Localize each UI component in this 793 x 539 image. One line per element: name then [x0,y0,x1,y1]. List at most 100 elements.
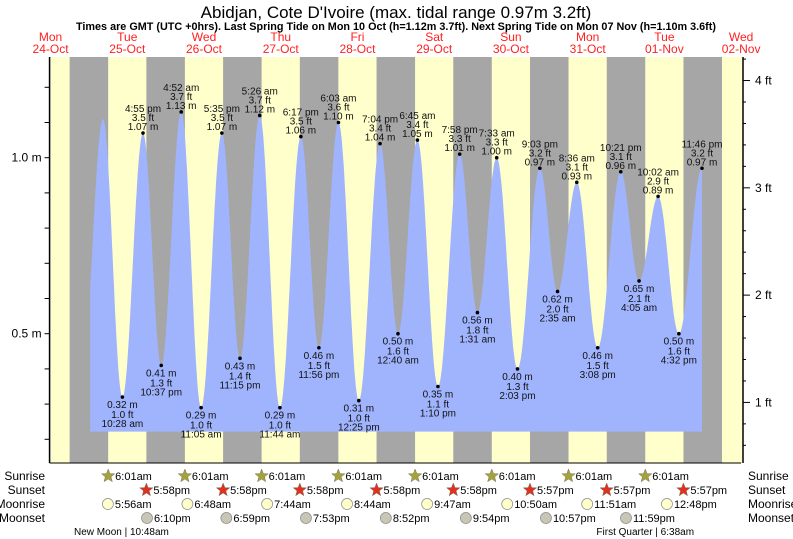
sunset-time: 5:58pm [384,485,421,497]
low-tide-label: 3:08 pm [580,370,616,381]
low-tide-label: 0.31 m [344,404,375,415]
high-tide-label: 0.93 m [562,171,593,182]
day-date-label: 30-Oct [493,42,530,56]
high-tide-label: 3.6 ft [327,103,349,114]
moonrise-icon [261,498,273,510]
low-tide-label: 2.0 ft [546,304,568,315]
high-tide-label: 5:26 am [242,86,278,97]
high-tide-label: 1.12 m [244,104,275,115]
moonset-time: 9:54pm [473,513,510,525]
low-tide-label: 0.32 m [107,400,138,411]
moonset-time: 7:53pm [313,513,350,525]
low-tide-point [595,345,600,350]
high-tide-label: 8:36 am [559,153,595,164]
high-tide-label: 0.89 m [643,185,674,196]
plot-area [50,57,743,463]
sunrise-icon [331,468,346,483]
high-tide-label: 10:21 pm [600,143,642,154]
chart-title: Abidjan, Cote D'Ivoire (max. tidal range… [201,3,592,22]
high-tide-label: 0.96 m [605,161,636,172]
low-tide-label: 0.50 m [664,337,695,348]
high-tide-point [257,113,262,118]
sunrise-icon [637,468,653,483]
sunset-icon [369,482,384,497]
low-tide-label: 1.0 ft [269,421,291,432]
high-tide-label: 1.04 m [365,133,396,144]
day-name-label: Sun [500,30,521,44]
high-tide-label: 10:02 am [637,167,679,178]
low-tide-label: 1.6 ft [387,347,409,358]
high-tide-label: 1.01 m [444,143,475,154]
moonrise-icon [181,498,194,510]
low-tide-label: 0.46 m [582,351,613,362]
moonrise-icon [501,498,514,510]
high-tide-label: 4:55 pm [125,104,161,115]
sunset-time: 5:58pm [230,485,267,497]
sunset-time: 5:58pm [153,485,190,497]
high-tide-point [415,138,420,142]
high-tide-point [618,169,623,174]
low-tide-label: 0.62 m [542,294,573,305]
low-tide-label: 11:05 am [181,430,222,441]
moonrise-icon [102,498,114,510]
low-tide-point [515,367,520,371]
low-tide-label: 11:15 pm [220,380,261,391]
high-tide-point [700,166,704,171]
sunset-icon [215,482,231,497]
low-tide-point [317,345,321,350]
day-date-label: 02-Nov [722,42,761,56]
sunset-icon [292,482,308,497]
moonset-icon [620,512,632,524]
high-tide-label: 3.3 ft [486,138,508,149]
sunrise-icon [100,468,116,483]
low-tide-point [475,310,480,315]
low-tide-point [677,331,681,336]
low-tide-label: 2.1 ft [628,294,650,305]
high-tide-label: 1.07 m [128,122,159,133]
low-tide-label: 4:32 pm [661,356,697,367]
high-tide-point [378,141,382,146]
sunset-row-label-right: Sunset [748,483,786,497]
low-tide-label: 0.41 m [146,368,177,379]
high-tide-label: 5:35 pm [204,104,240,115]
high-tide-point [336,120,341,125]
low-tide-label: 10:37 pm [140,387,182,398]
low-tide-label: 0.29 m [265,411,296,422]
high-tide-label: 1.07 m [207,122,238,133]
day-date-label: 26-Oct [186,42,223,56]
moonrise-icon [421,498,433,510]
low-tide-label: 1.0 ft [111,410,133,421]
day-labels: Mon24-OctTue25-OctWed26-OctThu27-OctFri2… [33,30,761,56]
moonset-icon [300,512,312,524]
high-tide-point [457,152,462,156]
sunrise-icon [407,468,423,483]
moonrise-time: 5:56am [115,499,152,511]
right-tick-label: 2 ft [755,288,772,302]
high-tide-point [179,110,184,114]
high-tide-label: 6:45 am [399,111,435,122]
moonrise-time: 9:47am [434,499,471,511]
high-tide-point [574,180,579,185]
low-tide-label: 2:03 pm [499,391,535,402]
high-tide-label: 3.5 ft [290,117,312,128]
sunset-icon [522,482,538,497]
high-tide-label: 3.2 ft [529,148,551,159]
sunset-icon [139,482,154,497]
right-tick-label: 1 ft [755,395,772,409]
moonrise-icon [661,498,673,510]
moon-phase-label: First Quarter | 6:38am [596,527,694,538]
sunset-icon [676,482,691,497]
low-tide-label: 1.0 ft [190,421,212,432]
day-date-label: 27-Oct [263,42,300,56]
high-tide-label: 9:03 pm [522,139,558,150]
high-tide-label: 3.5 ft [132,113,154,124]
day-name-label: Tue [654,30,675,44]
low-tide-label: 0.65 m [624,284,655,295]
daylight-band [741,57,743,463]
sunset-time: 5:57pm [537,485,574,497]
day-name-label: Tue [117,30,138,44]
moonset-time: 10:57pm [553,513,596,525]
sunset-time: 5:57pm [614,485,651,497]
